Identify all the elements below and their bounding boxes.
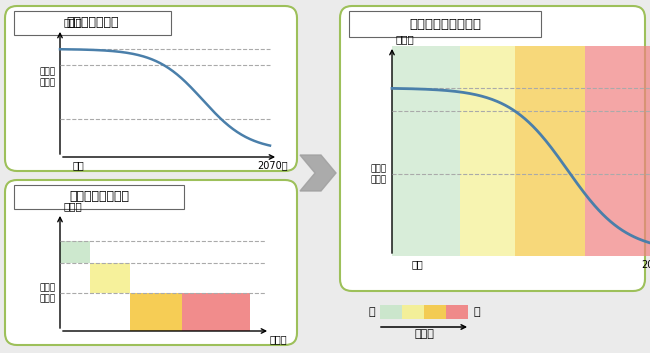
FancyBboxPatch shape — [5, 6, 297, 171]
Bar — [60, 241, 90, 263]
Text: 健全度: 健全度 — [64, 201, 83, 211]
Text: 健全度: 健全度 — [396, 34, 415, 44]
Text: 劣化進行モデル: 劣化進行モデル — [66, 17, 119, 30]
Text: 高: 高 — [473, 307, 480, 317]
Bar — [585, 46, 650, 256]
Text: 2070年: 2070年 — [642, 259, 650, 269]
Bar — [402, 305, 424, 319]
Text: 2070年: 2070年 — [257, 160, 289, 170]
Polygon shape — [300, 155, 336, 191]
Bar — [182, 293, 250, 331]
Text: 低: 低 — [369, 307, 375, 317]
Bar — [392, 46, 460, 256]
Text: 現在: 現在 — [72, 160, 84, 170]
FancyBboxPatch shape — [5, 180, 297, 345]
Bar — [380, 305, 402, 319]
Text: 要補修
レベル: 要補修 レベル — [40, 283, 56, 303]
Text: 補修コストモデル: 補修コストモデル — [69, 191, 129, 203]
Bar — [446, 305, 468, 319]
FancyBboxPatch shape — [14, 11, 171, 35]
Bar — [90, 263, 130, 293]
Text: コスト: コスト — [269, 334, 287, 344]
FancyBboxPatch shape — [14, 185, 184, 209]
Bar — [130, 293, 182, 331]
FancyBboxPatch shape — [349, 11, 541, 37]
Bar — [515, 46, 585, 256]
Text: 劣化・コストモデル: 劣化・コストモデル — [409, 18, 481, 30]
Text: 要補修
レベル: 要補修 レベル — [371, 164, 387, 184]
Text: 要補修
レベル: 要補修 レベル — [40, 67, 56, 87]
Bar — [424, 305, 446, 319]
Bar — [460, 46, 515, 256]
Text: 健全度: 健全度 — [64, 17, 83, 27]
FancyBboxPatch shape — [340, 6, 645, 291]
Text: コスト: コスト — [414, 329, 434, 339]
Text: 現在: 現在 — [411, 259, 423, 269]
